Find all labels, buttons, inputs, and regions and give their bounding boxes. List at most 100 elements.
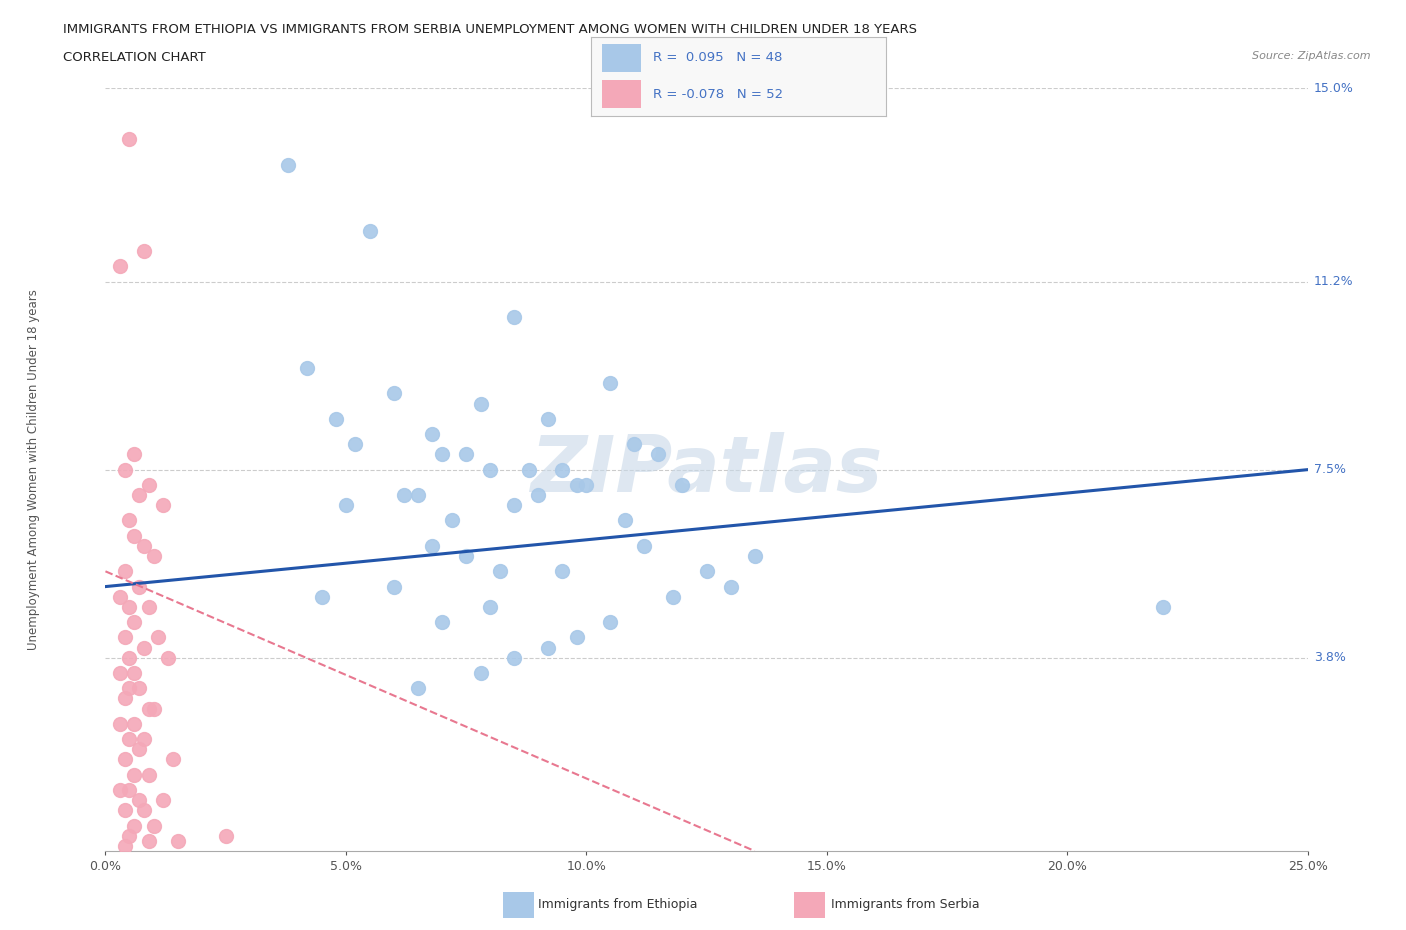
Point [114, 752, 136, 767]
Point [565, 477, 588, 492]
Point [382, 579, 405, 594]
Point [1152, 600, 1174, 615]
Point [392, 487, 415, 502]
Point [142, 701, 165, 716]
Point [503, 498, 526, 512]
Text: Source: ZipAtlas.com: Source: ZipAtlas.com [1253, 51, 1371, 61]
Point [142, 549, 165, 564]
Point [470, 666, 492, 681]
Point [517, 462, 540, 477]
Point [132, 640, 155, 655]
Point [128, 579, 150, 594]
Point [470, 396, 492, 411]
Point [744, 549, 766, 564]
Point [162, 752, 184, 767]
Text: Immigrants from Serbia: Immigrants from Serbia [831, 898, 980, 911]
Point [124, 666, 146, 681]
Point [114, 630, 136, 644]
Text: IMMIGRANTS FROM ETHIOPIA VS IMMIGRANTS FROM SERBIA UNEMPLOYMENT AMONG WOMEN WITH: IMMIGRANTS FROM ETHIOPIA VS IMMIGRANTS F… [63, 23, 917, 36]
Point [623, 437, 645, 452]
Point [128, 792, 150, 807]
Point [551, 564, 574, 578]
Point [422, 538, 444, 553]
Text: CORRELATION CHART: CORRELATION CHART [63, 51, 207, 64]
Point [114, 691, 136, 706]
Point [406, 487, 429, 502]
Point [114, 839, 136, 854]
Point [633, 538, 655, 553]
Bar [602, 44, 641, 72]
Point [503, 650, 526, 665]
Text: 15.0%: 15.0% [1313, 82, 1354, 95]
Point [297, 361, 319, 376]
Point [138, 833, 160, 848]
Point [488, 564, 510, 578]
Point [132, 803, 155, 817]
Point [166, 833, 188, 848]
Point [108, 666, 131, 681]
Point [118, 829, 141, 844]
Point [565, 630, 588, 644]
Point [551, 462, 574, 477]
Point [138, 701, 160, 716]
Point [599, 376, 621, 391]
Point [156, 650, 179, 665]
Point [108, 259, 131, 273]
Point [124, 447, 146, 462]
Point [108, 782, 131, 797]
Point [108, 590, 131, 604]
Point [114, 803, 136, 817]
Point [537, 640, 560, 655]
Point [311, 590, 333, 604]
Point [720, 579, 742, 594]
Point [359, 223, 381, 238]
Point [128, 681, 150, 696]
Text: R =  0.095   N = 48: R = 0.095 N = 48 [652, 51, 782, 64]
Point [647, 447, 669, 462]
Point [118, 600, 141, 615]
Point [114, 462, 136, 477]
Point [118, 782, 141, 797]
Point [148, 630, 170, 644]
Text: ZIPatlas: ZIPatlas [530, 432, 883, 508]
Point [430, 447, 453, 462]
Point [128, 487, 150, 502]
Text: Immigrants from Ethiopia: Immigrants from Ethiopia [538, 898, 697, 911]
Point [138, 767, 160, 782]
Point [277, 157, 299, 172]
Point [152, 498, 174, 512]
Point [152, 792, 174, 807]
Point [454, 549, 477, 564]
Text: Unemployment Among Women with Children Under 18 years: Unemployment Among Women with Children U… [27, 289, 39, 650]
Point [132, 538, 155, 553]
Text: R = -0.078   N = 52: R = -0.078 N = 52 [652, 87, 783, 100]
Point [454, 447, 477, 462]
Point [344, 437, 367, 452]
Point [118, 732, 141, 747]
Point [671, 477, 693, 492]
Point [118, 681, 141, 696]
Point [527, 487, 550, 502]
Point [430, 615, 453, 630]
Point [124, 818, 146, 833]
Point [124, 615, 146, 630]
Point [118, 513, 141, 528]
Point [503, 310, 526, 325]
Point [128, 742, 150, 757]
Point [142, 818, 165, 833]
Text: 7.5%: 7.5% [1313, 463, 1346, 476]
Point [382, 386, 405, 401]
Point [662, 590, 685, 604]
Point [406, 681, 429, 696]
Point [114, 564, 136, 578]
Point [599, 615, 621, 630]
Text: 3.8%: 3.8% [1313, 651, 1346, 664]
Point [479, 462, 502, 477]
Bar [602, 80, 641, 109]
Point [132, 732, 155, 747]
Point [214, 829, 236, 844]
Point [118, 132, 141, 147]
Point [138, 477, 160, 492]
Point [138, 600, 160, 615]
Point [108, 716, 131, 731]
